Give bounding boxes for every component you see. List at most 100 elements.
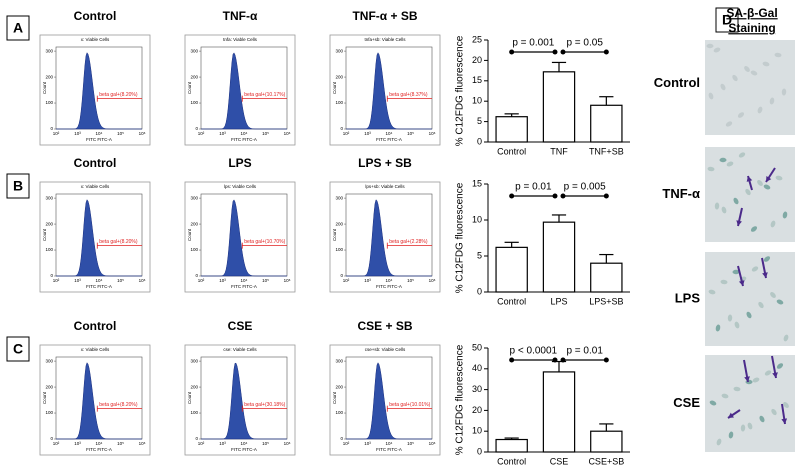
flow-y-label: Count	[332, 228, 337, 241]
flow-y-tick-label: 100	[45, 247, 53, 252]
arrow-head	[728, 412, 734, 418]
flow-title: Control	[74, 319, 117, 333]
flow-title: CSE + SB	[357, 319, 412, 333]
flow-title: TNF-α	[223, 9, 258, 23]
y-tick-label: 0	[477, 136, 482, 146]
comparison-dot	[552, 49, 558, 55]
cell	[740, 424, 746, 432]
flow-x-tick-label: 10⁴	[241, 441, 248, 446]
flow-y-tick-label: 200	[335, 74, 343, 79]
flow-plot	[55, 46, 143, 130]
micrograph	[705, 40, 795, 135]
flow-x-tick-label: 10³	[364, 131, 371, 136]
comparison-dot	[560, 357, 566, 363]
panel-letter-box	[6, 15, 30, 41]
cell	[770, 220, 776, 228]
gate-label: beta gal+(8.20%)	[99, 92, 138, 98]
y-axis-label: % C12FDG fluorescence	[455, 182, 466, 293]
flow-histogram	[346, 362, 432, 440]
cell	[751, 266, 759, 272]
panel-letter-box	[6, 336, 30, 362]
x-tick-label: TNF	[550, 146, 568, 156]
flow-header: tnfa: Viable Cells	[223, 37, 257, 42]
cell	[734, 321, 740, 329]
flow-plot	[55, 356, 143, 440]
cell	[750, 226, 758, 232]
cell	[757, 106, 763, 114]
y-tick-label: 20	[472, 55, 482, 65]
cell	[715, 324, 721, 332]
flow-x-tick-label: 10³	[74, 441, 81, 446]
flow-x-tick-label: 10³	[364, 278, 371, 283]
cell	[727, 314, 733, 322]
arrow-head	[762, 272, 768, 278]
panel-letter: D	[722, 12, 732, 28]
flow-y-tick-label: 200	[45, 74, 53, 79]
cell	[747, 422, 753, 430]
cell	[757, 180, 763, 186]
cell	[738, 152, 746, 158]
cell	[750, 70, 758, 76]
flow-x-tick-label: 10²	[53, 278, 60, 283]
cell	[763, 184, 771, 190]
flow-x-tick-label: 10⁴	[96, 278, 103, 283]
flow-x-tick-label: 10⁶	[284, 278, 291, 283]
cell	[708, 92, 714, 100]
flow-y-tick-label: 200	[335, 384, 343, 389]
flow-x-label: FITC FITC-A	[231, 447, 257, 452]
micrograph	[705, 355, 795, 452]
flow-title: Control	[74, 9, 117, 23]
cell	[759, 415, 765, 423]
flow-title: CSE	[228, 319, 253, 333]
flow-y-tick-label: 100	[190, 100, 198, 105]
y-axis-label: % C12FDG fluorescence	[455, 35, 466, 146]
x-tick-label: TNF+SB	[589, 146, 624, 156]
flow-histogram	[201, 362, 287, 440]
cell	[708, 289, 716, 295]
cell	[783, 402, 789, 408]
cell	[732, 74, 738, 82]
p-value: p = 0.005	[564, 182, 606, 193]
flow-y-tick-label: 300	[190, 195, 198, 200]
flow-x-tick-label: 10⁴	[241, 278, 248, 283]
flow-x-tick-label: 10⁶	[284, 441, 291, 446]
cell	[771, 408, 777, 416]
p-value: p = 0.001	[512, 38, 554, 49]
flow-x-tick-label: 10⁵	[407, 441, 414, 446]
arrow-head	[738, 280, 745, 286]
flow-histogram	[201, 52, 287, 130]
y-tick-label: 15	[472, 178, 482, 188]
gate-label: beta gal+(10.17%)	[244, 92, 285, 98]
gate-label: beta gal+(8.37%)	[389, 92, 428, 98]
flow-x-label: FITC FITC-A	[231, 137, 257, 142]
cell	[709, 400, 717, 406]
cell	[707, 166, 715, 172]
cell	[744, 66, 750, 72]
x-tick-label: LPS+SB	[589, 296, 623, 306]
arrow-head	[772, 372, 778, 378]
flow-y-tick-label: 0	[340, 273, 343, 278]
p-value: p < 0.0001	[510, 346, 558, 357]
comparison-dot	[603, 357, 609, 363]
flow-header: tnfa+sb: Viable Cells	[364, 37, 406, 42]
y-tick-label: 25	[472, 34, 482, 44]
flow-x-tick-label: 10³	[219, 278, 226, 283]
arrow-head	[746, 176, 753, 182]
cell	[713, 47, 721, 53]
flow-y-tick-label: 100	[190, 410, 198, 415]
flow-x-tick-label: 10³	[219, 441, 226, 446]
gate-label: beta gal+(30.18%)	[244, 402, 285, 408]
arrow-head	[766, 176, 772, 182]
staining-title: SA-β-Gal	[726, 6, 777, 20]
flow-x-tick-label: 10²	[53, 441, 60, 446]
flow-header: lps+sb: Viable Cells	[365, 184, 405, 189]
flow-header: cse: Viable Cells	[223, 347, 257, 352]
flow-y-tick-label: 200	[45, 221, 53, 226]
cell	[733, 386, 741, 392]
staining-label: LPS	[675, 290, 701, 305]
cell	[706, 43, 714, 49]
cell	[721, 206, 727, 214]
flow-x-tick-label: 10⁵	[262, 278, 269, 283]
comparison-dot	[560, 49, 566, 55]
